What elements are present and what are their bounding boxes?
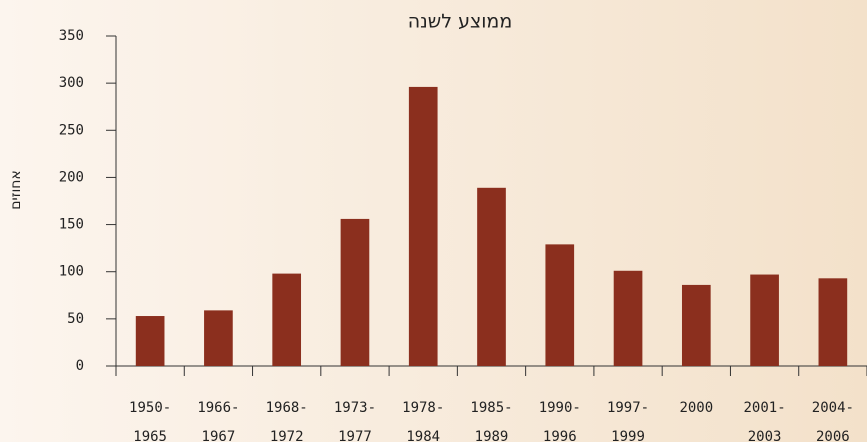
x-tick-label: 1978-1984 <box>402 400 444 442</box>
y-tick-label: 200 <box>59 169 84 185</box>
bar <box>681 284 711 366</box>
x-tick-label: 1973-1977 <box>334 400 376 442</box>
bar <box>204 310 233 366</box>
x-tick-label: 1966-1967 <box>197 400 239 442</box>
y-tick-label: 0 <box>76 358 84 374</box>
x-tick-label: 1990-1996 <box>539 400 581 442</box>
bar <box>272 273 302 366</box>
y-tick-label: 250 <box>59 122 84 138</box>
bar <box>750 274 779 366</box>
bar <box>477 187 506 366</box>
y-tick-label: 50 <box>67 311 84 327</box>
x-tick-label: 2000 <box>679 400 713 416</box>
chart-title: ממוצע לשנה <box>408 11 512 33</box>
x-tick-label: 1968-1972 <box>266 400 308 442</box>
x-tick-label: 1950-1965 <box>129 400 171 442</box>
y-tick-label: 100 <box>59 264 84 280</box>
x-tick-label: 2001-2003 <box>744 400 786 442</box>
y-tick-label: 150 <box>59 217 84 233</box>
x-tick-label: 1985-1989 <box>470 400 512 442</box>
bar <box>135 316 165 366</box>
bar <box>818 278 848 366</box>
y-tick-label: 300 <box>59 75 84 91</box>
y-axis-label: אחוזים <box>8 170 24 210</box>
x-tick-label: 2004-2006 <box>812 400 854 442</box>
bar <box>408 86 438 367</box>
x-tick-label: 1997-1999 <box>607 400 649 442</box>
bar <box>613 270 643 366</box>
y-tick-label: 350 <box>59 28 84 44</box>
bar <box>340 218 370 366</box>
bar <box>545 244 575 366</box>
